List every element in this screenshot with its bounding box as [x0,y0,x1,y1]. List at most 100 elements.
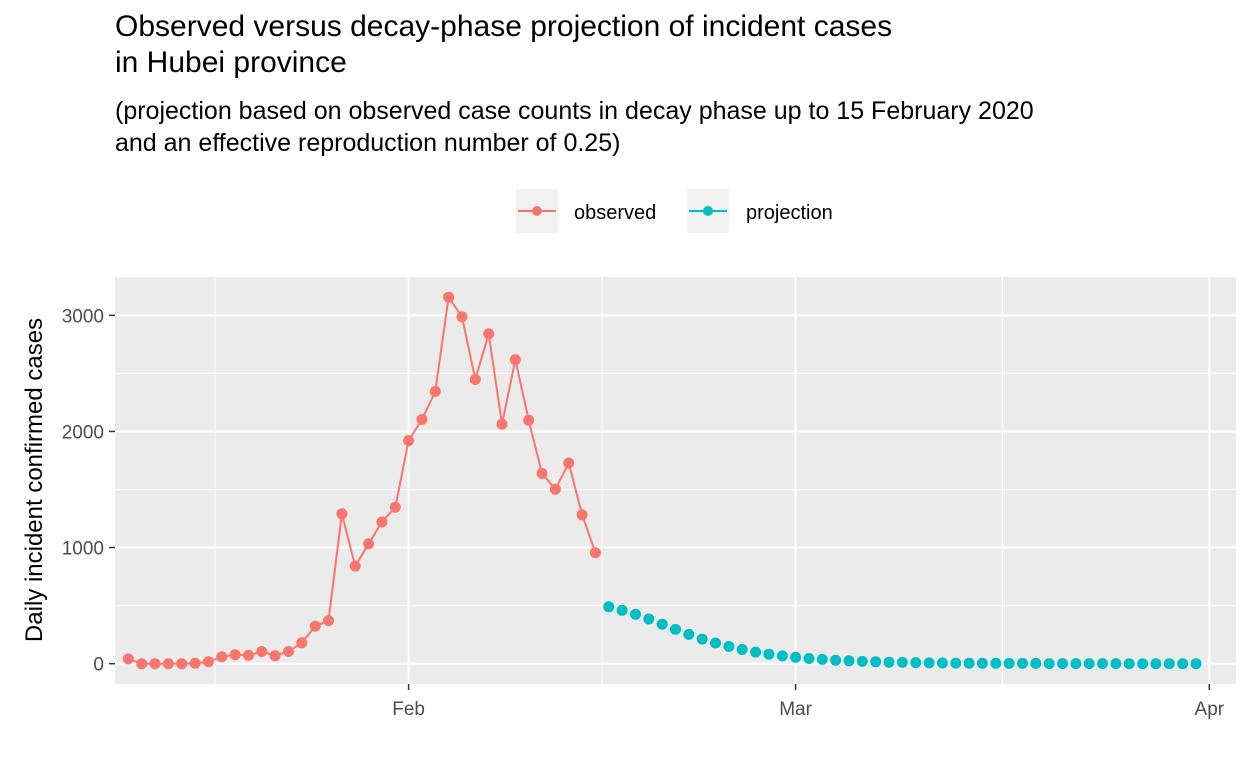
point-projection [963,657,975,669]
point-projection [950,657,962,669]
point-projection [723,641,735,652]
point-projection [1150,658,1162,670]
x-tick-label: Apr [1195,699,1225,720]
point-projection [803,653,815,664]
point-observed [336,508,348,520]
point-projection [1177,658,1189,670]
point-projection [643,613,655,625]
series-layer [122,291,1202,670]
point-observed [136,658,148,670]
point-observed [162,658,174,670]
point-projection [750,646,762,658]
x-tick-label: Feb [392,699,425,720]
point-projection [856,655,868,667]
point-observed [469,374,481,385]
point-observed [536,468,548,479]
point-observed [523,414,535,426]
point-observed [202,656,214,668]
y-tick-label: 0 [93,655,104,676]
point-observed [189,657,201,669]
point-observed [576,509,588,521]
legend-key-projection-marker [703,206,713,216]
point-observed [309,620,321,632]
point-observed [323,615,334,627]
legend: observed projection [516,189,833,233]
point-observed [176,658,188,670]
point-projection [1057,658,1068,670]
axis-tick-labels: 0 1000 2000 3000 Feb Mar Apr [62,306,1225,720]
point-projection [790,651,802,663]
y-tick-label: 1000 [62,539,104,560]
point-projection [683,628,695,640]
point-projection [990,657,1002,669]
point-observed [229,649,241,661]
point-projection [1097,658,1108,670]
point-projection [656,618,668,630]
point-observed [149,658,161,670]
chart-subtitle: (projection based on observed case count… [115,95,1034,159]
point-observed [269,650,281,662]
point-projection [883,656,895,668]
y-tick-label: 3000 [62,306,104,327]
point-projection [776,650,788,662]
point-observed [416,414,428,425]
chart-subtitle-line-1: (projection based on observed case count… [115,97,1034,125]
point-observed [429,385,441,397]
point-projection [1083,658,1095,670]
point-projection [843,655,855,667]
minor-gridlines [115,277,1236,684]
point-observed [122,653,134,665]
point-projection [710,637,721,649]
point-observed [296,637,308,649]
point-observed [443,291,455,303]
point-projection [1043,658,1055,670]
point-projection [1070,658,1082,670]
point-observed [483,328,495,340]
y-tick-label: 2000 [62,422,104,443]
point-observed [256,646,268,657]
point-projection [603,601,615,613]
point-observed [549,483,561,495]
chart-title-line-2: in Hubei province [115,46,347,79]
point-projection [976,657,988,669]
legend-label-observed: observed [574,202,656,224]
point-projection [736,644,748,655]
point-projection [763,648,775,660]
point-projection [696,633,708,645]
point-observed [283,646,294,657]
point-projection [1110,658,1122,670]
point-projection [816,653,828,665]
point-projection [1123,658,1135,670]
point-observed [496,418,508,430]
point-projection [1003,657,1015,669]
point-projection [1190,658,1202,670]
y-axis-title: Daily incident confirmed cases [21,318,48,642]
point-observed [349,560,361,572]
x-tick-label: Mar [779,699,812,720]
point-observed [563,457,575,469]
point-projection [616,604,628,616]
point-projection [1137,658,1149,670]
point-observed [389,501,401,513]
point-observed [509,354,521,366]
point-projection [830,654,842,666]
point-observed [243,649,254,661]
legend-label-projection: projection [746,202,833,224]
point-projection [1017,657,1028,669]
point-projection [910,657,922,669]
point-observed [589,547,601,559]
point-projection [896,656,908,668]
plot-panel [115,277,1236,684]
point-observed [216,651,228,663]
point-projection [630,608,641,620]
chart-title-line-1: Observed versus decay-phase projection o… [115,10,893,43]
point-observed [363,538,375,550]
point-projection [1030,657,1042,669]
axis-ticks [109,314,1211,690]
point-projection [936,657,948,669]
chart-title: Observed versus decay-phase projection o… [115,9,892,81]
point-projection [1163,658,1175,670]
point-projection [870,656,882,668]
point-observed [376,516,388,528]
